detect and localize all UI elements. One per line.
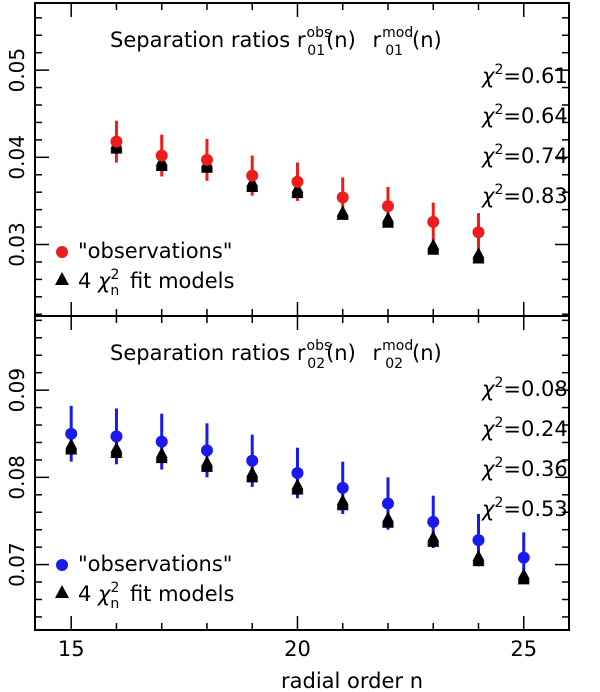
x-tick-label: 15 [58, 637, 85, 661]
model-triangle [381, 211, 394, 223]
observation-point [291, 467, 304, 479]
chi2-label: χ2=0.53 [481, 495, 568, 521]
observation-point [336, 191, 349, 204]
legend-model-marker [55, 585, 69, 598]
panel-01: 0.03 0.04 0.05 Separation ratios robs 01(n) … [5, 2, 570, 317]
chi2-label: χ2=0.36 [481, 455, 568, 481]
observation-point [200, 444, 213, 457]
legend-models-label: 4 χ2 n fit models [78, 267, 234, 299]
model-triangle [472, 549, 485, 561]
legend-model-marker [55, 272, 69, 285]
legend-observation-marker [56, 246, 68, 258]
model-triangle [291, 478, 304, 490]
model-triangle [65, 438, 78, 450]
model-triangle [427, 530, 440, 542]
observation-point [381, 497, 394, 510]
y-tick-label: 0.03 [5, 222, 29, 267]
panel-title: Separation ratios robs 02(n) rmod 02 (n) [110, 338, 442, 372]
observation-point [427, 515, 440, 528]
observation-point [472, 534, 485, 547]
observation-point [427, 215, 440, 228]
panel-02: 0.07 0.08 0.09 15 20 25 Separation ratios robs… [5, 315, 570, 661]
legend-models-label: 4 χ2 n fit models [78, 580, 234, 612]
observation-point [155, 149, 168, 162]
legend-observations-label: "observations" [78, 239, 232, 263]
observation-point [472, 226, 485, 239]
observation-point [200, 153, 213, 166]
chi2-label: χ2=0.08 [481, 375, 568, 401]
observation-point [110, 430, 123, 443]
observation-point [291, 175, 304, 188]
legend-observation-marker [56, 559, 68, 571]
y-tick-label: 0.09 [5, 368, 29, 413]
x-tick-label: 25 [510, 637, 537, 661]
chi2-label: χ2=0.74 [481, 142, 568, 168]
y-tick-label: 0.07 [5, 542, 29, 587]
chi2-label: χ2=0.61 [481, 62, 568, 88]
chi2-label: χ2=0.64 [481, 102, 568, 128]
observation-point [336, 481, 349, 494]
y-tick-label: 0.05 [5, 48, 29, 93]
model-triangle [336, 494, 349, 506]
observation-point [246, 169, 259, 182]
observation-point [110, 135, 123, 148]
model-triangle [427, 238, 440, 250]
model-triangle [200, 455, 213, 467]
legend-observations-label: "observations" [78, 552, 232, 576]
panel-title: Separation ratios robs 01(n) rmod 01 (n) [110, 25, 442, 59]
y-tick-label: 0.08 [5, 455, 29, 500]
x-axis-label: radial order n [281, 669, 423, 692]
observation-point [155, 435, 168, 448]
model-triangle [110, 441, 123, 453]
y-tick-label: 0.04 [5, 135, 29, 180]
observation-point [65, 427, 78, 440]
observation-point [381, 200, 394, 213]
model-triangle [517, 568, 530, 580]
plot-frame [34, 315, 570, 631]
chi2-label: χ2=0.24 [481, 415, 568, 441]
model-triangle [246, 466, 259, 478]
observation-point [517, 551, 530, 564]
model-triangle [336, 205, 349, 217]
x-tick-label: 20 [284, 637, 311, 661]
model-triangle [472, 247, 485, 259]
model-triangle [155, 446, 168, 458]
model-triangle [381, 511, 394, 523]
chi2-label: χ2=0.83 [481, 182, 568, 208]
observation-point [246, 454, 259, 467]
